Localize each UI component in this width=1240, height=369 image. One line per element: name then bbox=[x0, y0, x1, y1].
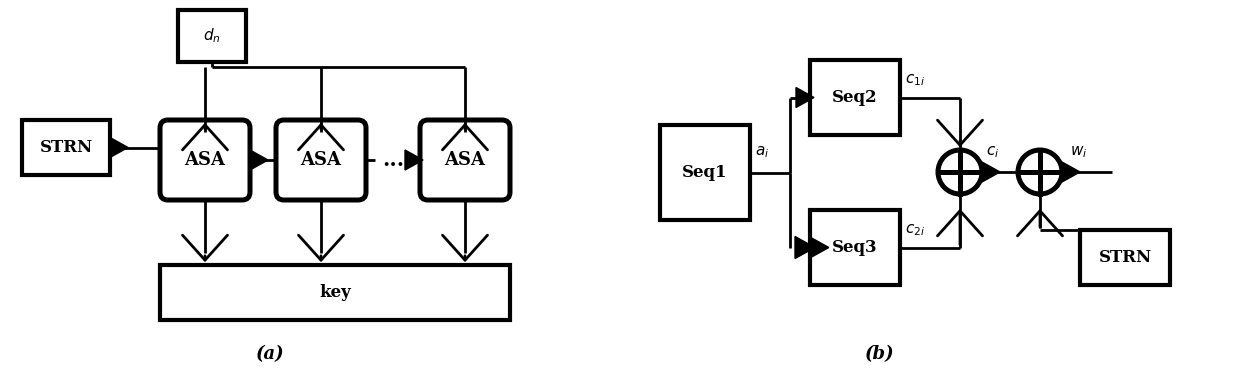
Bar bbox=[1080, 230, 1171, 285]
Bar bbox=[660, 125, 750, 220]
FancyBboxPatch shape bbox=[277, 120, 366, 200]
Bar bbox=[22, 120, 110, 175]
Text: (a): (a) bbox=[255, 345, 284, 363]
Text: ASA: ASA bbox=[185, 151, 226, 169]
Polygon shape bbox=[982, 162, 999, 182]
Text: ASA: ASA bbox=[444, 151, 486, 169]
Polygon shape bbox=[1061, 162, 1080, 182]
Text: Seq1: Seq1 bbox=[682, 164, 728, 181]
Text: $c_{1i}$: $c_{1i}$ bbox=[905, 72, 925, 87]
Bar bbox=[179, 10, 246, 62]
Text: STRN: STRN bbox=[1099, 249, 1152, 266]
Bar bbox=[810, 60, 900, 135]
Polygon shape bbox=[808, 237, 828, 259]
Polygon shape bbox=[250, 150, 268, 170]
Text: STRN: STRN bbox=[40, 139, 93, 156]
Polygon shape bbox=[796, 87, 813, 107]
Polygon shape bbox=[795, 237, 815, 259]
Polygon shape bbox=[796, 238, 813, 258]
Text: Seq2: Seq2 bbox=[832, 89, 878, 106]
Text: $c_i$: $c_i$ bbox=[986, 144, 999, 160]
Bar bbox=[160, 265, 510, 320]
Text: $d_n$: $d_n$ bbox=[203, 27, 221, 45]
Text: key: key bbox=[319, 284, 351, 301]
FancyBboxPatch shape bbox=[160, 120, 250, 200]
Text: (b): (b) bbox=[866, 345, 895, 363]
Text: $a_i$: $a_i$ bbox=[755, 145, 769, 161]
Text: $c_{2i}$: $c_{2i}$ bbox=[905, 222, 925, 238]
FancyBboxPatch shape bbox=[420, 120, 510, 200]
Polygon shape bbox=[110, 138, 128, 158]
Text: ASA: ASA bbox=[300, 151, 341, 169]
Text: ...: ... bbox=[382, 150, 404, 170]
Polygon shape bbox=[405, 150, 423, 170]
Bar bbox=[810, 210, 900, 285]
Text: $w_i$: $w_i$ bbox=[1070, 144, 1087, 160]
Text: Seq3: Seq3 bbox=[832, 239, 878, 256]
